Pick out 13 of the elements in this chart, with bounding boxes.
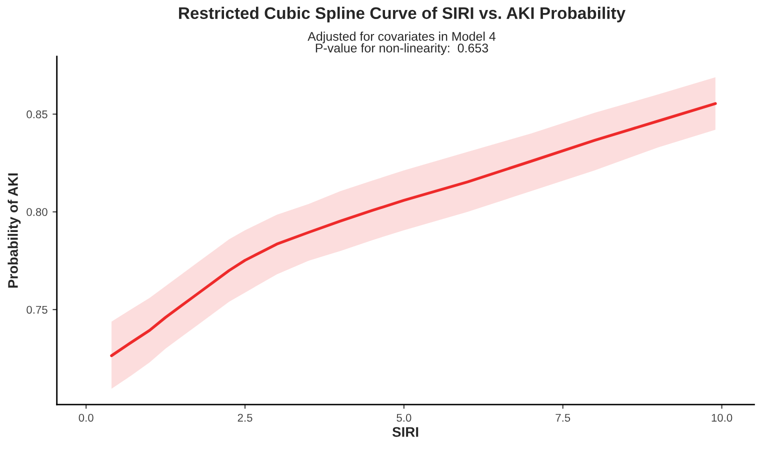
y-tick-label: 0.80 bbox=[26, 208, 48, 216]
chart-title: Restricted Cubic Spline Curve of SIRI vs. AKI Probability bbox=[179, 6, 626, 22]
chart-subtitle: Adjusted for covariates in Model 4 P-value for non-linearity: 0.653 bbox=[308, 32, 496, 55]
x-tick-label: 7.5 bbox=[556, 414, 570, 422]
x-axis-title: SIRI bbox=[392, 427, 418, 437]
y-tick-label: 0.75 bbox=[26, 306, 48, 314]
line-series bbox=[110, 102, 717, 358]
y-axis-title: Probability of AKI bbox=[8, 173, 21, 288]
x-tick-label: 0.0 bbox=[78, 414, 94, 422]
x-tick-label: 2.5 bbox=[238, 414, 252, 422]
x-tick-label: 5.0 bbox=[396, 414, 412, 422]
y-tick-label: 0.85 bbox=[26, 110, 48, 118]
x-tick-label: 10.0 bbox=[712, 414, 732, 422]
